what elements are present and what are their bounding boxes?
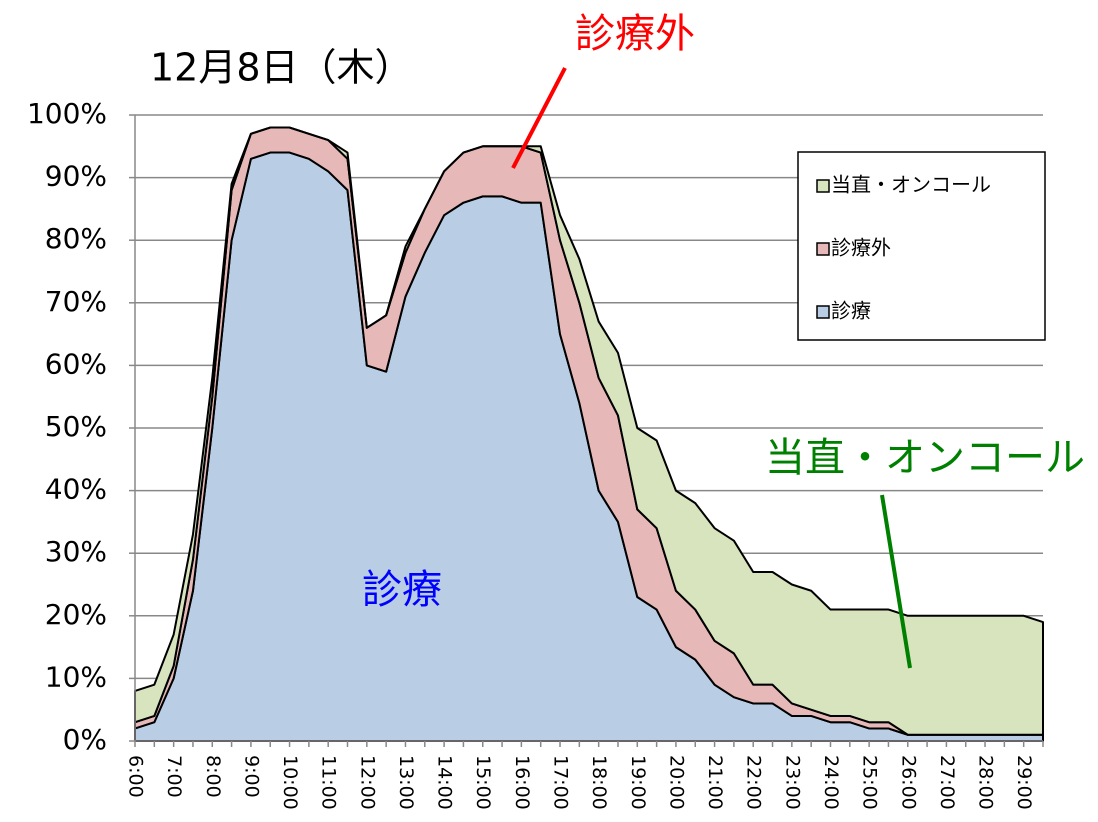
y-tick-label: 0% — [63, 723, 107, 756]
area — [134, 126, 1044, 736]
y-tick-label: 10% — [45, 660, 107, 693]
x-tick-label: 14:00 — [434, 755, 456, 810]
x-tick-label: 25:00 — [859, 755, 881, 810]
x-tick-label: 18:00 — [588, 755, 610, 810]
y-tick-label: 100% — [27, 97, 107, 130]
x-tick-label: 20:00 — [665, 755, 687, 810]
x-tick-label: 6:00 — [125, 755, 147, 798]
y-tick-label: 60% — [45, 347, 107, 380]
legend-label: 診療 — [831, 299, 871, 323]
annotation: 診療 — [362, 567, 442, 613]
x-tick-label: 11:00 — [318, 755, 340, 810]
x-tick-label: 28:00 — [975, 755, 997, 810]
x-tick-label: 9:00 — [240, 755, 262, 798]
x-tick-label: 10:00 — [279, 755, 301, 810]
x-tick-label: 17:00 — [550, 755, 572, 810]
x-tick-label: 21:00 — [704, 755, 726, 810]
legend-label: 診療外 — [831, 236, 891, 260]
y-tick-label: 80% — [45, 222, 107, 255]
y-tick-label: 40% — [45, 473, 107, 506]
x-tick-label: 23:00 — [781, 755, 803, 810]
x-tick-label: 22:00 — [743, 755, 765, 810]
y-tick-label: 70% — [45, 285, 107, 318]
x-tick-label: 19:00 — [627, 755, 649, 810]
y-tick-label: 90% — [45, 160, 107, 193]
legend-swatch — [816, 179, 830, 193]
annotation-arrow — [511, 67, 567, 169]
x-tick-label: 12:00 — [356, 755, 378, 810]
annotation: 診療外 — [575, 11, 695, 57]
x-tick-label: 8:00 — [202, 755, 224, 798]
x-tick-label: 29:00 — [1013, 755, 1035, 810]
x-tick-label: 27:00 — [936, 755, 958, 810]
x-tick-label: 16:00 — [511, 755, 533, 810]
y-tick-label: 20% — [45, 598, 107, 631]
legend-swatch — [816, 305, 830, 319]
y-tick-label: 50% — [45, 410, 107, 443]
x-tick-label: 24:00 — [820, 755, 842, 810]
legend-label: 当直・オンコール — [831, 173, 991, 197]
x-tick-label: 26:00 — [897, 755, 919, 810]
legend — [797, 151, 1046, 341]
chart-title: 12月8日（木） — [150, 46, 413, 90]
annotation: 当直・オンコール — [765, 435, 1085, 481]
x-tick-label: 13:00 — [395, 755, 417, 810]
x-tick-label: 15:00 — [472, 755, 494, 810]
annotation-arrow — [880, 494, 912, 669]
legend-swatch — [816, 242, 830, 256]
y-tick-label: 30% — [45, 535, 107, 568]
x-tick-label: 7:00 — [163, 755, 185, 798]
